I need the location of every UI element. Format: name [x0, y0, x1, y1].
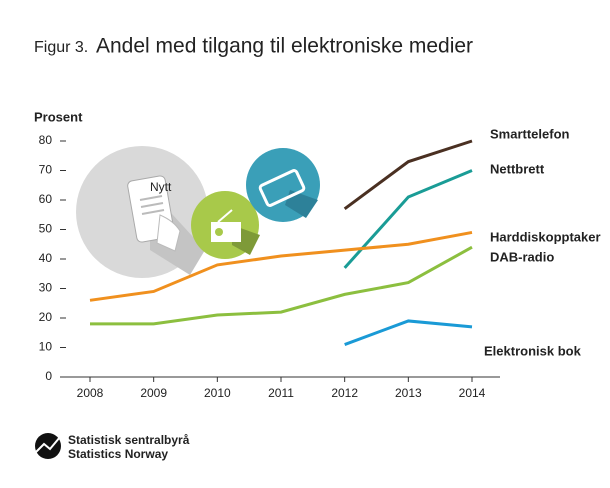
y-tick-label: 50	[39, 222, 53, 236]
y-tick-label: 80	[39, 133, 53, 147]
y-tick-label: 40	[39, 251, 53, 265]
x-tick-label: 2010	[204, 386, 231, 400]
y-tick-label: 0	[45, 369, 52, 383]
source-name-en: Statistics Norway	[68, 447, 168, 461]
icons: Nytt	[76, 146, 320, 278]
x-tick-label: 2009	[140, 386, 167, 400]
series-label: Harddiskopptaker	[490, 229, 601, 244]
y-tick-label: 30	[39, 281, 53, 295]
series-line	[344, 319, 473, 346]
series-label: Smarttelefon	[490, 126, 570, 141]
logo: Statistisk sentralbyrå Statistics Norway	[35, 433, 190, 461]
series-label: Elektronisk bok	[484, 343, 582, 358]
series-line	[89, 230, 473, 302]
y-tick-label: 70	[39, 163, 53, 177]
figure-label: Figur 3.	[34, 39, 88, 56]
x-tick-label: 2008	[77, 386, 104, 400]
series-line	[90, 245, 473, 326]
x-tick-label: 2012	[331, 386, 358, 400]
series-label: Nettbrett	[490, 161, 545, 176]
series-label: DAB-radio	[490, 249, 554, 264]
chart-title: Andel med tilgang til elektroniske medie…	[96, 35, 473, 58]
series-line	[343, 139, 473, 211]
y-tick-label: 10	[39, 340, 53, 354]
source-name: Statistisk sentralbyrå	[68, 433, 190, 447]
y-tick-label: 60	[39, 192, 53, 206]
x-tick-label: 2014	[459, 386, 486, 400]
series-line	[343, 169, 473, 269]
icon-text: Nytt	[150, 180, 172, 194]
y-axis-label: Prosent	[34, 109, 83, 124]
x-tick-label: 2013	[395, 386, 422, 400]
y-tick-label: 20	[39, 310, 53, 324]
x-tick-label: 2011	[268, 386, 294, 400]
